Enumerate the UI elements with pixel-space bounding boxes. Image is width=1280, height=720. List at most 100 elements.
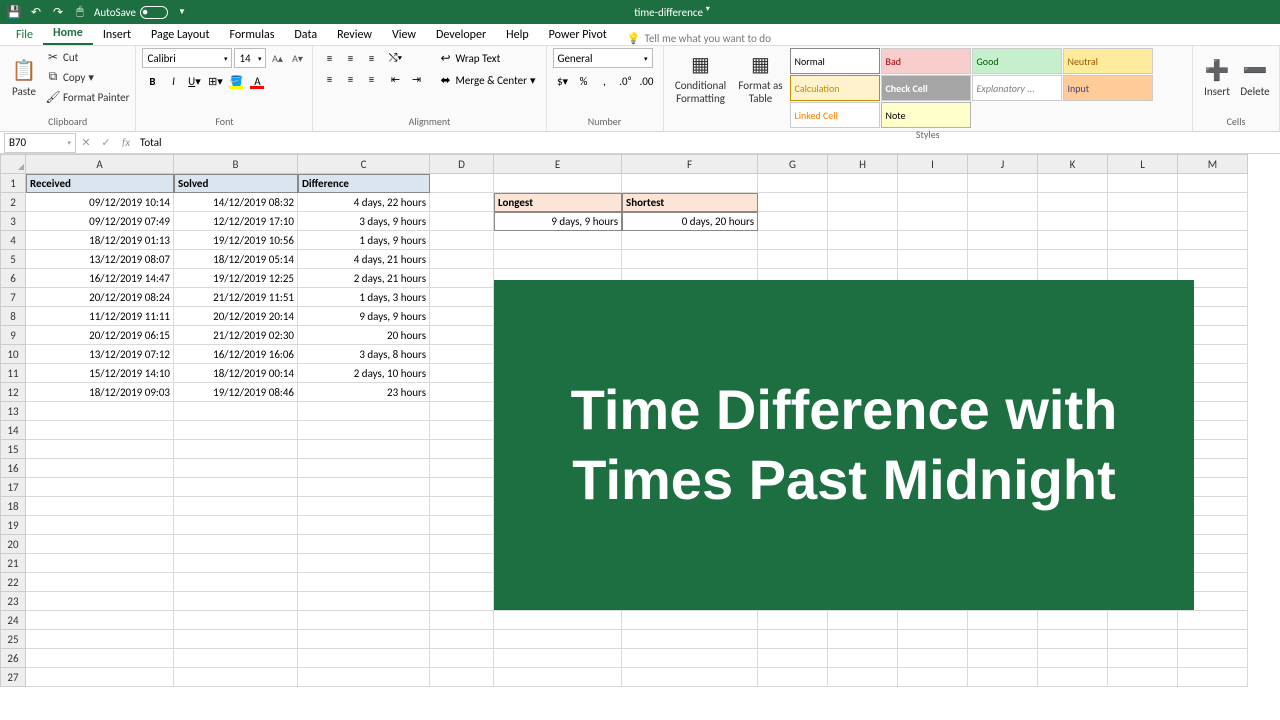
- cell[interactable]: [174, 573, 298, 592]
- row-header[interactable]: 7: [0, 288, 26, 307]
- row-header[interactable]: 1: [0, 174, 26, 193]
- cell[interactable]: [174, 402, 298, 421]
- cell[interactable]: [828, 649, 898, 668]
- tab-data[interactable]: Data: [284, 25, 327, 45]
- autosave-switch-icon[interactable]: [140, 6, 168, 19]
- cell[interactable]: [298, 440, 430, 459]
- cell[interactable]: [622, 250, 758, 269]
- cell[interactable]: [758, 212, 828, 231]
- redo-icon[interactable]: ↷: [50, 4, 66, 20]
- cell[interactable]: Received: [26, 174, 174, 193]
- row-header[interactable]: 6: [0, 269, 26, 288]
- cell[interactable]: Difference: [298, 174, 430, 193]
- cell[interactable]: [430, 193, 494, 212]
- row-header[interactable]: 16: [0, 459, 26, 478]
- cell[interactable]: 18/12/2019 00:14: [174, 364, 298, 383]
- row-header[interactable]: 11: [0, 364, 26, 383]
- cell[interactable]: [758, 231, 828, 250]
- style-cell[interactable]: Neutral: [1063, 48, 1153, 74]
- cell[interactable]: [298, 554, 430, 573]
- cell[interactable]: [430, 478, 494, 497]
- cell[interactable]: [1038, 193, 1108, 212]
- cell[interactable]: [174, 554, 298, 573]
- cell[interactable]: [758, 611, 828, 630]
- align-bottom-button[interactable]: ≡: [361, 48, 381, 68]
- insert-cells-button[interactable]: ➕ Insert: [1199, 48, 1235, 108]
- cell[interactable]: 3 days, 9 hours: [298, 212, 430, 231]
- border-button[interactable]: ⊞▾: [205, 71, 225, 91]
- cell[interactable]: 13/12/2019 08:07: [26, 250, 174, 269]
- cell[interactable]: [26, 459, 174, 478]
- cell[interactable]: [430, 630, 494, 649]
- align-right-button[interactable]: ≡: [361, 69, 381, 89]
- cell[interactable]: [1038, 212, 1108, 231]
- cell[interactable]: [430, 212, 494, 231]
- align-center-button[interactable]: ≡: [340, 69, 360, 89]
- cell[interactable]: 12/12/2019 17:10: [174, 212, 298, 231]
- accounting-format-button[interactable]: $▾: [553, 71, 573, 91]
- style-cell[interactable]: Explanatory ...: [972, 75, 1062, 101]
- row-header[interactable]: 14: [0, 421, 26, 440]
- row-header[interactable]: 8: [0, 307, 26, 326]
- cell[interactable]: [1038, 630, 1108, 649]
- italic-button[interactable]: I: [163, 71, 183, 91]
- row-header[interactable]: 17: [0, 478, 26, 497]
- cell[interactable]: [430, 573, 494, 592]
- cell[interactable]: [1178, 250, 1248, 269]
- cell[interactable]: 13/12/2019 07:12: [26, 345, 174, 364]
- cell[interactable]: [622, 174, 758, 193]
- cell[interactable]: [26, 402, 174, 421]
- cell[interactable]: Longest: [494, 193, 622, 212]
- align-middle-button[interactable]: ≡: [340, 48, 360, 68]
- cell[interactable]: [430, 326, 494, 345]
- cell[interactable]: [26, 611, 174, 630]
- cell[interactable]: 19/12/2019 12:25: [174, 269, 298, 288]
- cell[interactable]: [26, 535, 174, 554]
- decrease-font-button[interactable]: A▾: [288, 48, 306, 68]
- select-all-corner[interactable]: [0, 154, 26, 174]
- cell[interactable]: [1108, 630, 1178, 649]
- style-cell[interactable]: Bad: [881, 48, 971, 74]
- cell[interactable]: [174, 592, 298, 611]
- cell[interactable]: [1178, 611, 1248, 630]
- cell[interactable]: [430, 440, 494, 459]
- cell[interactable]: 4 days, 21 hours: [298, 250, 430, 269]
- cell[interactable]: [1178, 193, 1248, 212]
- style-cell[interactable]: Linked Cell: [790, 102, 880, 128]
- font-size-select[interactable]: 14▾: [234, 48, 266, 68]
- column-header[interactable]: H: [828, 154, 898, 174]
- cell[interactable]: [174, 535, 298, 554]
- increase-indent-button[interactable]: ⇥: [406, 69, 426, 89]
- cell[interactable]: [494, 231, 622, 250]
- cell[interactable]: [430, 364, 494, 383]
- row-header[interactable]: 19: [0, 516, 26, 535]
- cell[interactable]: [1108, 668, 1178, 687]
- cell[interactable]: [828, 250, 898, 269]
- autosave-toggle[interactable]: AutoSave: [94, 6, 168, 19]
- cell[interactable]: Solved: [174, 174, 298, 193]
- cell[interactable]: [430, 649, 494, 668]
- cell[interactable]: [1178, 174, 1248, 193]
- cell[interactable]: [898, 231, 968, 250]
- cell[interactable]: [430, 459, 494, 478]
- cell[interactable]: [298, 478, 430, 497]
- cell[interactable]: [494, 174, 622, 193]
- cell[interactable]: [758, 630, 828, 649]
- cell[interactable]: [174, 516, 298, 535]
- cell[interactable]: [174, 668, 298, 687]
- cell[interactable]: [758, 193, 828, 212]
- cell[interactable]: [758, 174, 828, 193]
- cell[interactable]: [298, 649, 430, 668]
- cell[interactable]: 19/12/2019 10:56: [174, 231, 298, 250]
- cell[interactable]: [1108, 231, 1178, 250]
- cell[interactable]: 3 days, 8 hours: [298, 345, 430, 364]
- cell[interactable]: 20/12/2019 06:15: [26, 326, 174, 345]
- fill-color-button[interactable]: 🪣: [226, 71, 246, 91]
- formula-input[interactable]: Total: [136, 136, 1280, 149]
- cell[interactable]: 20/12/2019 20:14: [174, 307, 298, 326]
- style-cell[interactable]: Normal: [790, 48, 880, 74]
- decrease-decimal-button[interactable]: .00: [637, 71, 657, 91]
- cell[interactable]: [298, 592, 430, 611]
- cell[interactable]: [1178, 649, 1248, 668]
- cell[interactable]: [26, 554, 174, 573]
